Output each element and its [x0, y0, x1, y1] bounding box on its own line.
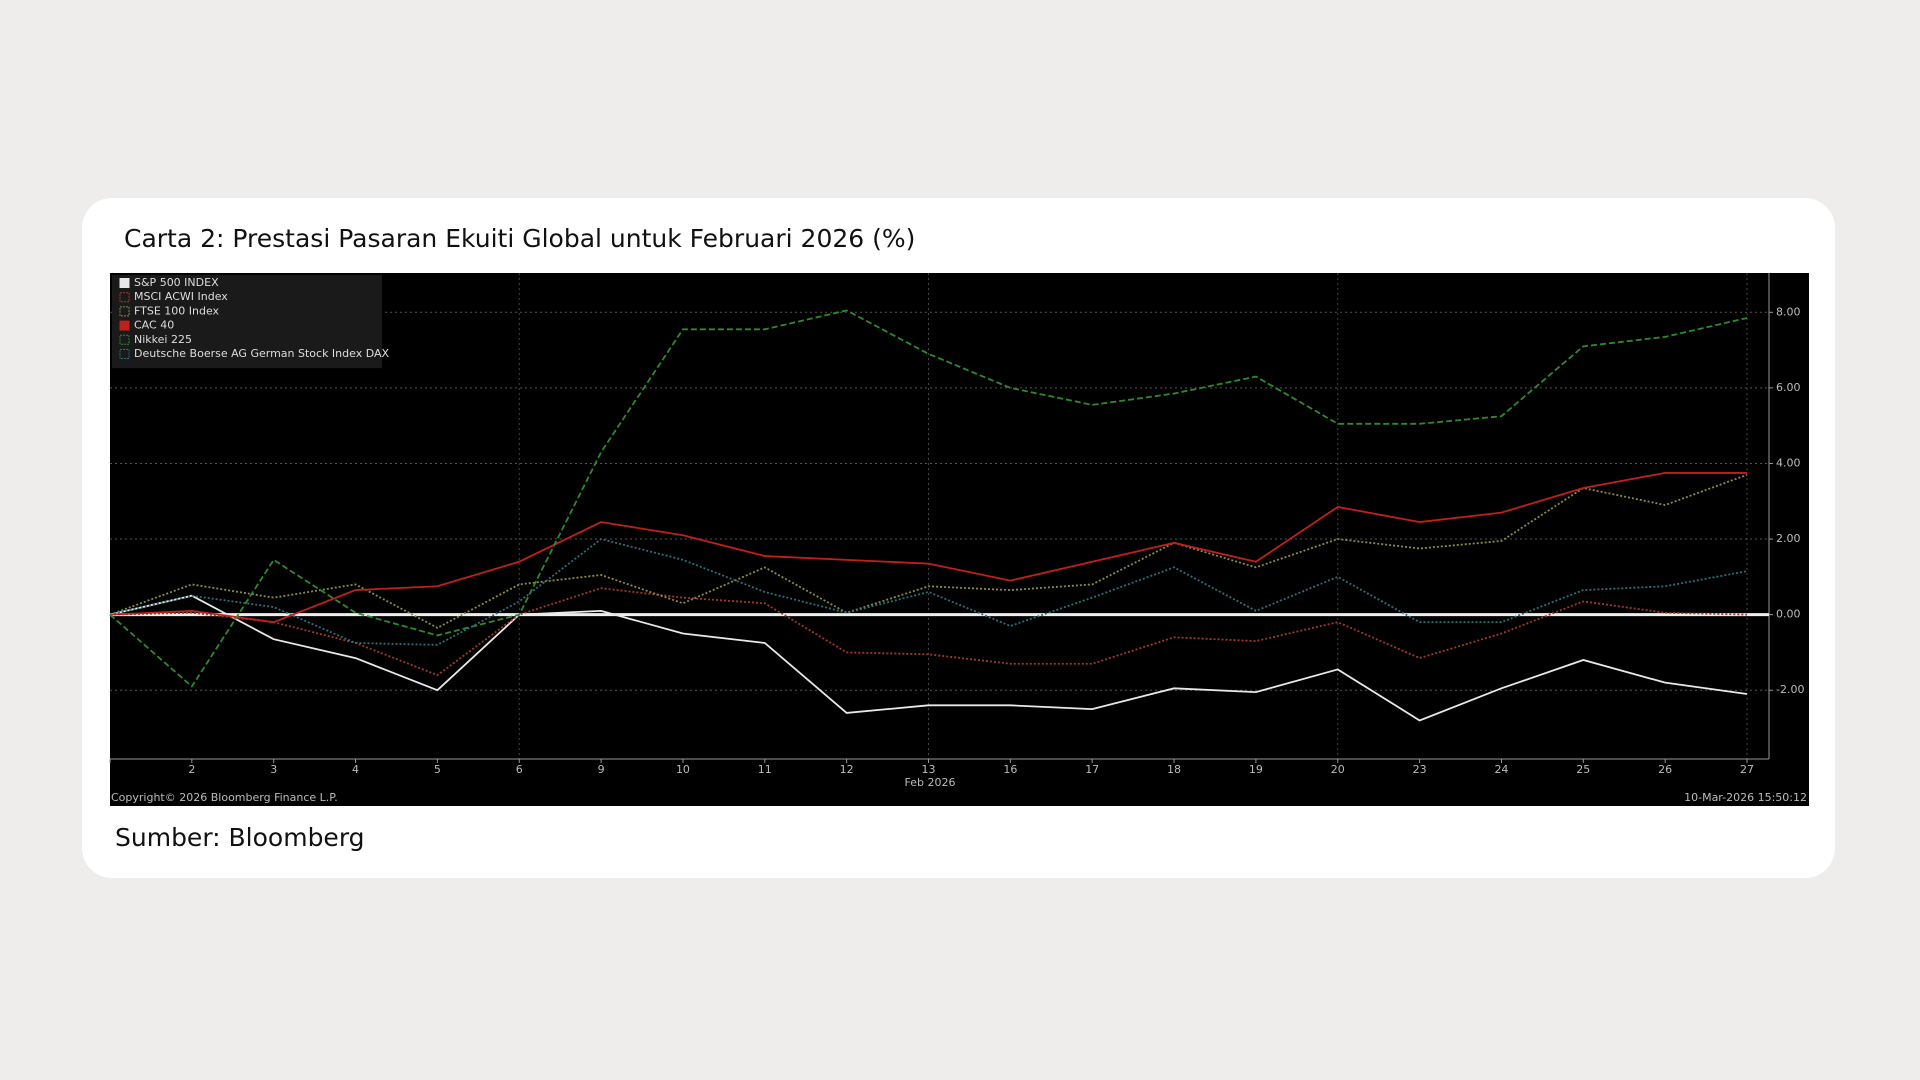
legend-swatch [119, 306, 130, 317]
legend-label: MSCI ACWI Index [134, 290, 228, 303]
x-tick-label: 16 [1003, 763, 1017, 776]
series-line [109, 472, 1747, 624]
legend-box [112, 275, 382, 369]
y-tick-label: 6.00 [1776, 381, 1801, 394]
x-tick-label: 6 [516, 763, 523, 776]
series-line [109, 473, 1748, 629]
x-tick-label: 3 [270, 763, 277, 776]
series-line [109, 587, 1748, 677]
series-line [109, 309, 1748, 688]
x-tick-label: 12 [840, 763, 854, 776]
x-tick-label: 17 [1085, 763, 1099, 776]
chart-title: Carta 2: Prestasi Pasaran Ekuiti Global … [124, 224, 916, 253]
x-tick-label: 27 [1740, 763, 1754, 776]
legend-swatch [119, 334, 130, 345]
y-tick-label: -2.00 [1776, 683, 1804, 696]
legend-label: Nikkei 225 [134, 333, 192, 346]
y-tick-label: 0.00 [1776, 608, 1801, 621]
legend-swatch [119, 278, 130, 288]
legend-swatch [119, 349, 130, 359]
x-tick-label: 26 [1658, 763, 1672, 776]
x-tick-label: 9 [598, 763, 605, 776]
y-tick-label: 8.00 [1776, 305, 1801, 318]
source: Sumber: Bloomberg [115, 823, 365, 852]
x-tick-label: 11 [758, 763, 772, 776]
series-line [109, 594, 1748, 722]
y-tick-label: 4.00 [1776, 456, 1801, 469]
x-tick-label: 19 [1249, 763, 1263, 776]
x-tick-label: 23 [1413, 763, 1427, 776]
x-axis-label: Feb 2026 [905, 776, 956, 789]
legend-label: Deutsche Boerse AG German Stock Index DA… [134, 347, 390, 360]
x-tick-label: 5 [434, 763, 441, 776]
legend-label: CAC 40 [134, 319, 174, 332]
x-tick-label: 13 [922, 763, 936, 776]
legend-swatch [119, 320, 130, 331]
x-tick-label: 10 [676, 763, 690, 776]
legend-label: FTSE 100 Index [134, 304, 220, 317]
legend-label: S&P 500 INDEX [134, 276, 219, 289]
x-tick-label: 25 [1576, 763, 1590, 776]
x-tick-label: 4 [352, 763, 359, 776]
x-tick-label: 24 [1494, 763, 1508, 776]
x-tick-label: 18 [1167, 763, 1181, 776]
x-tick-label: 20 [1331, 763, 1345, 776]
y-tick-label: 2.00 [1776, 532, 1801, 545]
x-tick-label: 2 [188, 763, 195, 776]
timestamp: 10-Mar-2026 15:50:12 [1684, 791, 1807, 804]
legend-swatch [119, 292, 130, 303]
copyright: Copyright© 2026 Bloomberg Finance L.P. [111, 791, 338, 804]
